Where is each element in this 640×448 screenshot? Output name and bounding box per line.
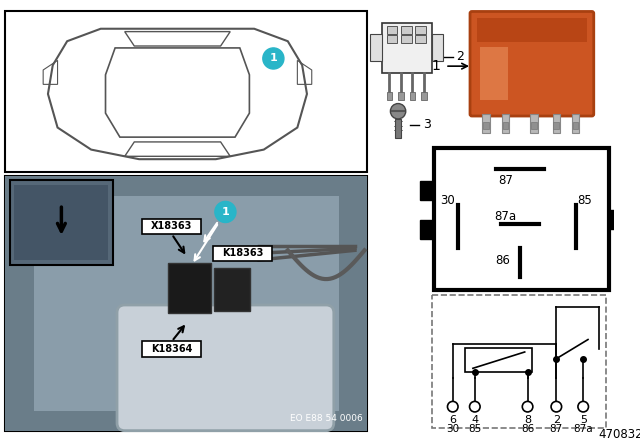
Text: 4: 4	[471, 415, 478, 425]
Bar	[14, 185, 108, 260]
Bar	[415, 26, 426, 34]
Text: 86: 86	[521, 424, 534, 434]
Bar	[142, 219, 202, 234]
Bar	[431, 295, 606, 428]
Bar	[465, 348, 532, 372]
Text: 2: 2	[553, 415, 560, 425]
Bar	[213, 246, 273, 261]
Bar	[387, 26, 397, 34]
Bar	[395, 119, 401, 138]
Bar	[479, 47, 508, 100]
Bar	[387, 92, 392, 100]
Bar	[387, 35, 397, 43]
Bar	[4, 177, 367, 431]
Bar	[168, 263, 211, 313]
Bar	[483, 114, 490, 134]
Text: 87a: 87a	[495, 210, 516, 223]
Text: 30: 30	[440, 194, 454, 207]
Bar	[410, 92, 415, 100]
Text: 1: 1	[221, 207, 229, 217]
Text: 2: 2	[456, 50, 465, 63]
Bar	[420, 181, 433, 200]
Bar	[531, 122, 537, 129]
Circle shape	[522, 401, 533, 412]
FancyBboxPatch shape	[470, 12, 594, 116]
Bar	[4, 177, 367, 431]
Bar	[502, 122, 508, 129]
Circle shape	[390, 103, 406, 119]
Text: 86: 86	[495, 254, 510, 267]
Text: 85: 85	[468, 424, 481, 434]
Text: 30: 30	[446, 424, 460, 434]
Text: X18363: X18363	[151, 221, 193, 231]
Circle shape	[578, 401, 588, 412]
Bar	[433, 148, 609, 290]
Bar	[554, 122, 559, 129]
Circle shape	[551, 401, 562, 412]
Text: 87a: 87a	[573, 424, 593, 434]
Bar	[415, 35, 426, 43]
Bar	[382, 23, 431, 73]
Bar	[401, 35, 412, 43]
Bar	[10, 180, 113, 265]
Text: 87: 87	[498, 174, 513, 187]
Text: 3: 3	[423, 118, 431, 131]
Text: 1: 1	[269, 53, 277, 64]
Text: 5: 5	[580, 415, 587, 425]
FancyBboxPatch shape	[117, 305, 334, 431]
Text: K18363: K18363	[222, 248, 264, 258]
Bar	[4, 10, 367, 172]
Text: 470832: 470832	[598, 428, 640, 441]
Bar	[398, 92, 404, 100]
Bar	[214, 267, 250, 311]
Circle shape	[447, 401, 458, 412]
Text: 85: 85	[578, 194, 593, 207]
Bar	[477, 18, 587, 42]
Bar	[572, 114, 579, 134]
Text: 87: 87	[550, 424, 563, 434]
Circle shape	[215, 202, 236, 223]
Text: EO E88 54 0006: EO E88 54 0006	[290, 414, 363, 423]
Circle shape	[263, 48, 284, 69]
Text: K18364: K18364	[151, 344, 193, 354]
Bar	[33, 196, 339, 411]
Bar	[483, 122, 489, 129]
Bar	[431, 34, 443, 61]
Bar	[502, 114, 509, 134]
Text: 6: 6	[449, 415, 456, 425]
Bar	[421, 92, 427, 100]
Circle shape	[470, 401, 480, 412]
Bar	[401, 26, 412, 34]
Bar	[420, 220, 433, 239]
Bar	[531, 114, 538, 134]
Bar	[552, 114, 560, 134]
Text: 1: 1	[431, 59, 440, 73]
Bar	[371, 34, 382, 61]
Bar	[142, 341, 202, 357]
Bar	[573, 122, 579, 129]
Bar	[609, 210, 623, 229]
Text: 8: 8	[524, 415, 531, 425]
